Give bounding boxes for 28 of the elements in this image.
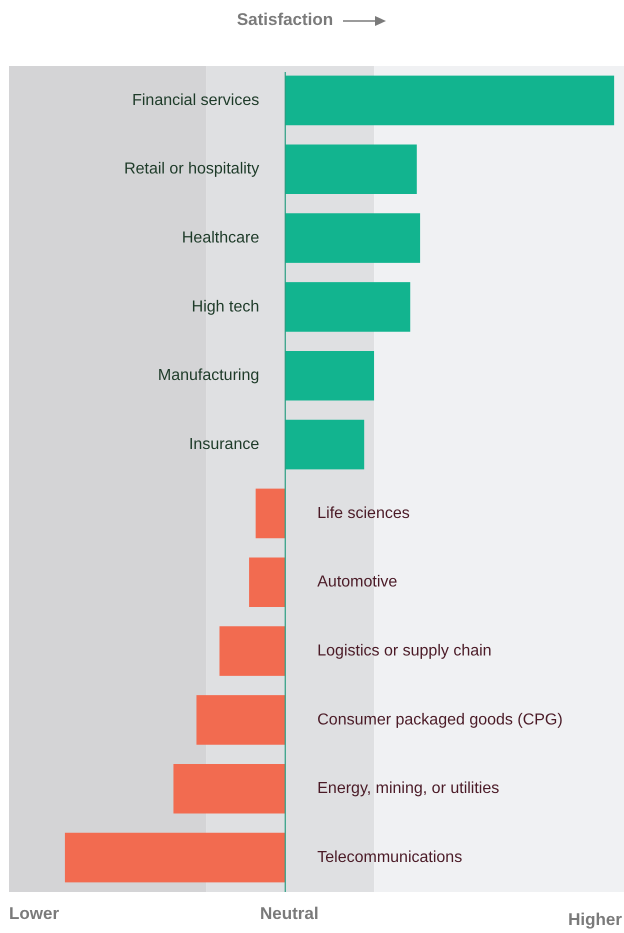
y-tick-label: Consumer packaged goods (CPG) — [317, 711, 563, 728]
text: Higher — [568, 910, 622, 930]
bar — [249, 557, 286, 608]
y-tick-label: Telecommunications — [317, 848, 462, 866]
y-tick-label: Life sciences — [317, 504, 410, 522]
bar — [64, 832, 286, 882]
text: Lower — [9, 904, 60, 924]
bar — [285, 144, 417, 194]
y-tick-label: Healthcare — [182, 229, 260, 246]
y-tick-label: Manufacturing — [158, 367, 260, 384]
y-tick-label: Financial services — [132, 92, 260, 109]
chart-title: Satisfaction — [236, 10, 334, 29]
bar — [173, 764, 286, 814]
bar — [219, 626, 286, 676]
text: Neutral — [260, 904, 319, 924]
bar — [285, 76, 614, 126]
bar — [285, 282, 410, 332]
bar — [285, 213, 420, 263]
y-tick-label: High tech — [192, 298, 260, 316]
bar — [196, 695, 286, 745]
bar — [285, 350, 374, 401]
bar — [285, 420, 364, 470]
y-tick-label: Retail or hospitality — [124, 160, 260, 178]
y-tick-label: Insurance — [188, 436, 260, 453]
y-tick-label: Energy, mining, or utilities — [317, 780, 500, 798]
bar — [256, 488, 286, 538]
y-tick-label: Automotive — [317, 574, 398, 591]
y-tick-label: Logistics or supply chain — [317, 642, 492, 660]
